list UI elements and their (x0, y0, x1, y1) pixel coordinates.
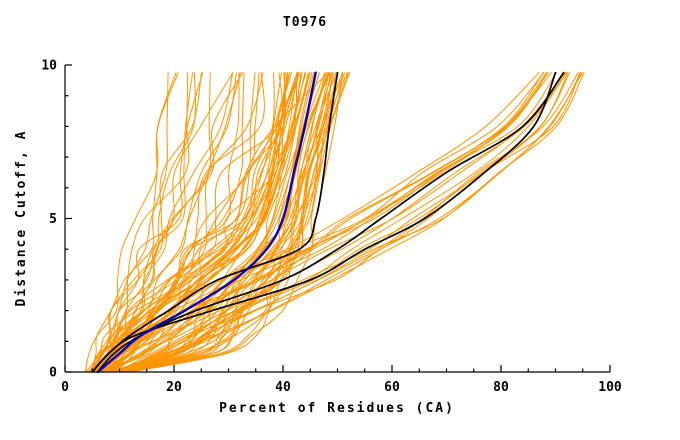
curve-main-bundle (106, 72, 311, 373)
x-tick-label: 80 (493, 380, 509, 395)
curve-left-fan (95, 72, 212, 373)
x-axis-label: Percent of Residues (CA) (219, 401, 455, 416)
curve-main-bundle (129, 72, 350, 373)
curve-right-group (107, 72, 557, 373)
y-tick-label: 0 (49, 366, 57, 381)
x-tick-label: 60 (384, 380, 400, 395)
curve-right-group (129, 72, 582, 373)
curve-model-black-3 (91, 71, 557, 373)
curve-right-group (122, 72, 581, 373)
curve-main-bundle (130, 72, 344, 373)
curve-right-group (91, 72, 540, 373)
curve-left-fan (102, 72, 237, 373)
curve-main-bundle (112, 72, 329, 373)
curve-main-bundle (122, 72, 334, 373)
curve-right-group (120, 72, 579, 373)
curve-left-fan (87, 72, 202, 373)
curve-main-bundle (124, 72, 343, 373)
curve-model-blue (96, 71, 317, 374)
curve-left-fan (106, 72, 256, 373)
curve-main-bundle (101, 72, 309, 373)
curves-layer (84, 71, 585, 374)
curve-right-group (109, 72, 566, 373)
curve-right-group (98, 72, 545, 373)
curve-main-bundle (100, 72, 299, 373)
curve-left-fan (84, 72, 177, 373)
curve-main-bundle (125, 72, 337, 373)
curve-main-bundle (101, 72, 307, 373)
curve-main-bundle (85, 72, 288, 373)
axes: 0 20 40 60 80 100 0 5 10 (41, 59, 622, 396)
curve-left-fan (91, 72, 169, 373)
curve-left-fan (91, 72, 190, 373)
curve-main-bundle (129, 72, 348, 373)
curve-left-fan (91, 72, 179, 373)
curve-main-bundle (117, 72, 333, 373)
y-tick-label: 5 (49, 212, 57, 227)
chart-title: T0976 (283, 15, 327, 30)
x-tick-label: 20 (166, 380, 182, 395)
y-tick-label: 10 (41, 59, 57, 74)
curve-right-group (104, 72, 549, 373)
x-tick-label: 100 (598, 380, 622, 395)
curve-right-group (126, 72, 585, 373)
x-tick-label: 0 (61, 380, 69, 395)
x-tick-label: 40 (275, 380, 291, 395)
curve-main-bundle (119, 72, 337, 373)
curve-main-bundle (114, 72, 326, 373)
y-axis-label: Distance Cutoff, A (14, 130, 29, 307)
curve-model-black-2 (96, 71, 565, 373)
